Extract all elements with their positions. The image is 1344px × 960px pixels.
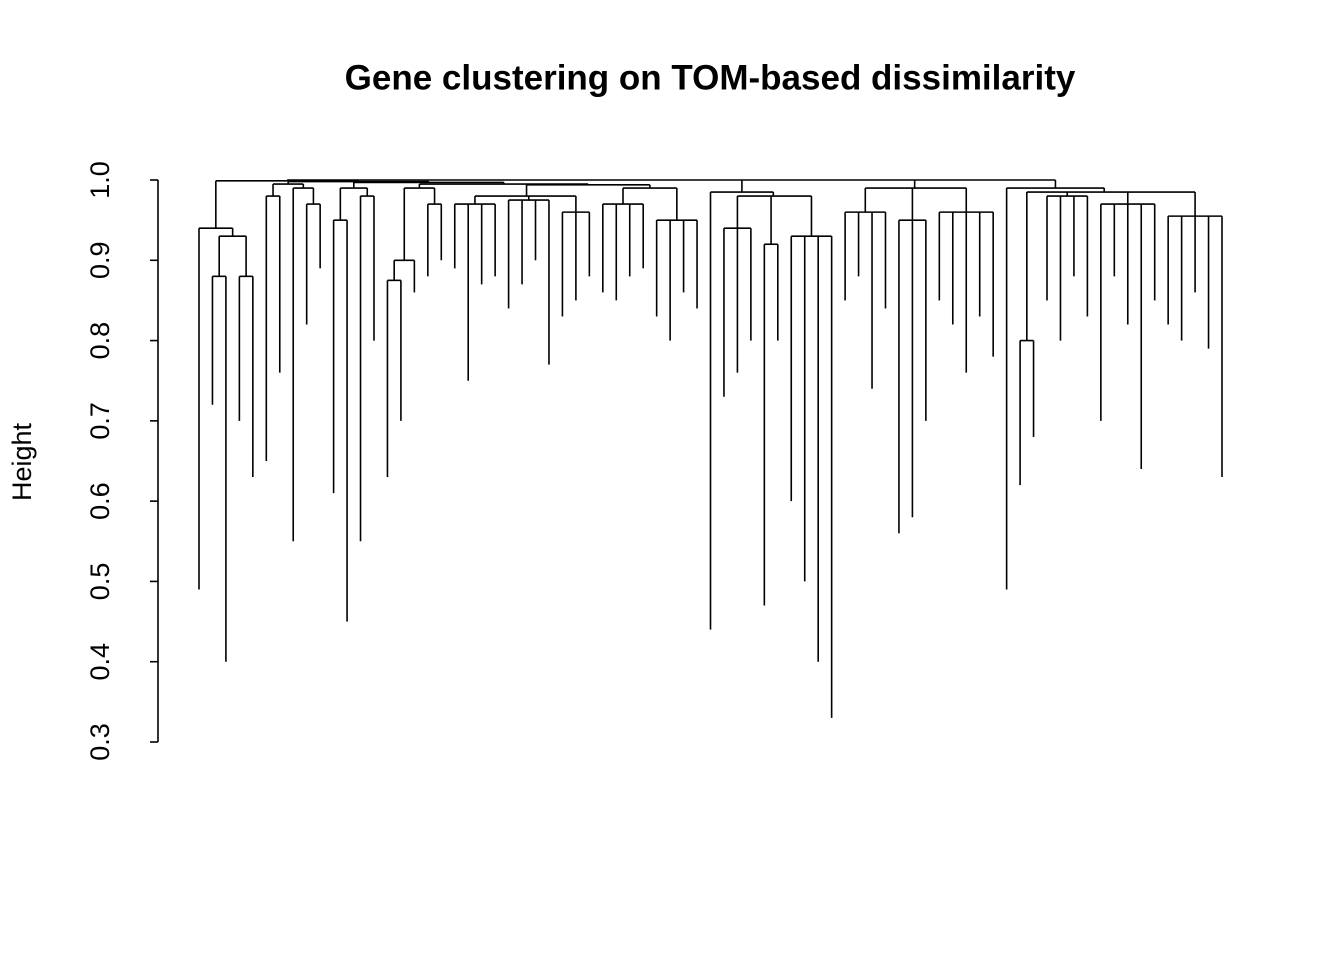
- y-axis-label: Height: [7, 422, 37, 501]
- y-tick-label: 0.9: [85, 242, 115, 280]
- y-tick-label: 0.6: [85, 482, 115, 520]
- y-tick-label: 1.0: [85, 161, 115, 199]
- y-tick-label: 0.5: [85, 563, 115, 601]
- y-tick-label: 0.7: [85, 402, 115, 440]
- y-tick-label: 0.4: [85, 643, 115, 681]
- y-tick-label: 0.8: [85, 322, 115, 360]
- y-tick-label: 0.3: [85, 723, 115, 761]
- chart-title: Gene clustering on TOM-based dissimilari…: [345, 58, 1076, 97]
